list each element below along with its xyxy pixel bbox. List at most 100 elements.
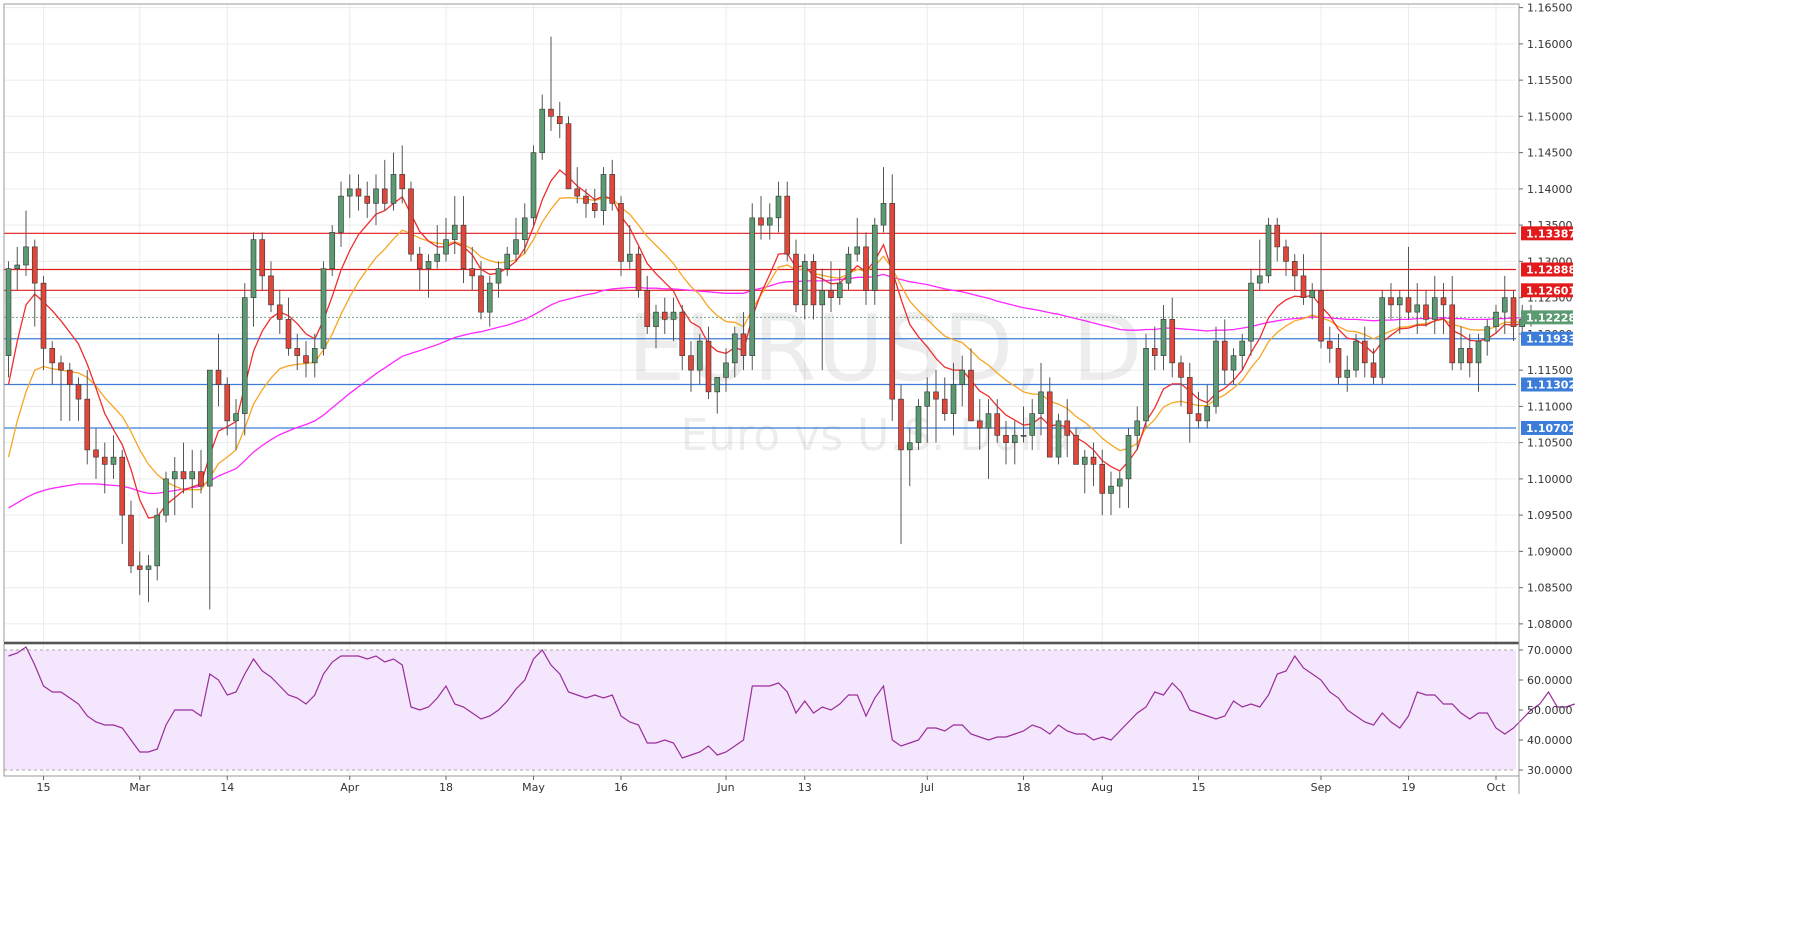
candle-body bbox=[1388, 297, 1394, 306]
candle-down bbox=[198, 449, 204, 494]
candle-down bbox=[574, 167, 581, 204]
candle-body bbox=[731, 333, 738, 364]
price-tick-label: 1.16500 bbox=[1527, 2, 1573, 15]
candle-body bbox=[390, 174, 397, 204]
candle-body bbox=[1143, 348, 1149, 422]
rsi-panel bbox=[4, 649, 1516, 771]
candle-body bbox=[828, 290, 834, 298]
price-tag-label: 1.11933 bbox=[1526, 333, 1576, 346]
price-tick-label: 1.08000 bbox=[1527, 618, 1573, 631]
candle-down bbox=[898, 384, 904, 545]
candle-down bbox=[1003, 420, 1009, 465]
candle-down bbox=[1440, 283, 1447, 334]
candle-down bbox=[941, 377, 948, 421]
candle-up bbox=[521, 203, 528, 255]
candle-down bbox=[1221, 319, 1228, 385]
candle-up bbox=[1458, 326, 1464, 371]
candle-up bbox=[801, 254, 808, 320]
candle-down bbox=[460, 196, 467, 284]
resistance-level-tag: 1.12601 bbox=[1521, 283, 1576, 298]
candle-up bbox=[110, 435, 117, 479]
candle-up bbox=[1414, 283, 1421, 334]
candle-up bbox=[1011, 420, 1018, 465]
candle-down bbox=[180, 442, 187, 494]
candle-body bbox=[1396, 297, 1403, 306]
candle-body bbox=[1449, 304, 1456, 364]
time-tick-label: May bbox=[522, 781, 545, 794]
candle-body bbox=[1405, 297, 1412, 313]
candle-body bbox=[250, 239, 257, 298]
candle-body bbox=[976, 420, 983, 429]
candle-body bbox=[101, 456, 108, 465]
time-tick-label: Mar bbox=[129, 781, 150, 794]
candle-body bbox=[1151, 348, 1158, 356]
candle-body bbox=[609, 174, 616, 204]
candle-body bbox=[1239, 340, 1246, 356]
candle-body bbox=[1221, 340, 1228, 371]
candles[interactable] bbox=[5, 36, 1534, 610]
candle-body bbox=[591, 203, 598, 211]
candle-down bbox=[1186, 362, 1193, 443]
candle-down bbox=[793, 239, 799, 313]
candle-down bbox=[215, 333, 222, 407]
candle-down bbox=[784, 181, 791, 262]
candle-body bbox=[1309, 290, 1316, 298]
candle-up bbox=[206, 369, 213, 610]
candle-down bbox=[1405, 246, 1412, 320]
price-tag-label: 1.13387 bbox=[1526, 227, 1576, 240]
candle-body bbox=[1116, 478, 1123, 487]
candle-body bbox=[180, 471, 187, 480]
support-level-tag: 1.11933 bbox=[1521, 331, 1576, 346]
candle-body bbox=[294, 348, 301, 356]
candle-up bbox=[880, 167, 887, 233]
candle-body bbox=[66, 369, 73, 385]
candle-up bbox=[23, 210, 29, 276]
candle-down bbox=[1099, 449, 1106, 516]
candle-body bbox=[941, 398, 948, 414]
price-tag-label: 1.12601 bbox=[1526, 284, 1576, 297]
candle-body bbox=[40, 282, 47, 349]
candle-body bbox=[819, 290, 826, 306]
candle-down bbox=[1291, 254, 1298, 291]
candle-body bbox=[1344, 369, 1351, 378]
support-level-tag: 1.10702 bbox=[1521, 420, 1576, 435]
candle-down bbox=[1178, 355, 1184, 407]
candle-body bbox=[1204, 406, 1211, 422]
candle-up bbox=[871, 217, 878, 305]
candle-body bbox=[924, 391, 931, 407]
candle-body bbox=[1081, 456, 1088, 465]
candle-down bbox=[583, 188, 589, 218]
candle-up bbox=[1265, 217, 1272, 284]
candle-body bbox=[1230, 355, 1237, 371]
price-tick-label: 1.15000 bbox=[1527, 110, 1573, 123]
candle-up bbox=[836, 268, 843, 305]
candle-body bbox=[241, 297, 248, 414]
time-tick-label: 14 bbox=[220, 781, 234, 794]
time-axis[interactable]: 15 Mar 14 Apr 18 May 16 Jun 13 Jul 18 Aug 15 Sep 19 Oct bbox=[4, 775, 1519, 794]
candle-body bbox=[110, 456, 117, 465]
candle-body bbox=[1134, 420, 1141, 436]
candle-body bbox=[1475, 340, 1482, 364]
candle-down bbox=[84, 370, 91, 465]
candle-up bbox=[1116, 471, 1123, 508]
candle-body bbox=[171, 471, 178, 480]
last-price-tag: 1.12228 bbox=[1521, 310, 1576, 325]
candle-down bbox=[758, 196, 764, 240]
time-tick-label: Aug bbox=[1092, 781, 1113, 794]
candle-up bbox=[854, 217, 861, 262]
candle-body bbox=[583, 195, 589, 204]
candle-down bbox=[635, 246, 642, 298]
candle-body bbox=[189, 471, 196, 480]
candle-body bbox=[416, 253, 423, 269]
candle-body bbox=[670, 311, 677, 320]
candle-up bbox=[145, 555, 152, 603]
candle-body bbox=[574, 188, 581, 197]
candle-body bbox=[1318, 290, 1324, 342]
candle-down bbox=[591, 188, 598, 218]
candle-body bbox=[1370, 362, 1377, 378]
candle-up bbox=[5, 261, 12, 378]
candle-body bbox=[933, 391, 939, 400]
candle-down bbox=[1361, 326, 1368, 378]
rsi-axis[interactable]: 30.0000 40.0000 50.0000 60.0000 70.0000 bbox=[1519, 644, 1573, 777]
